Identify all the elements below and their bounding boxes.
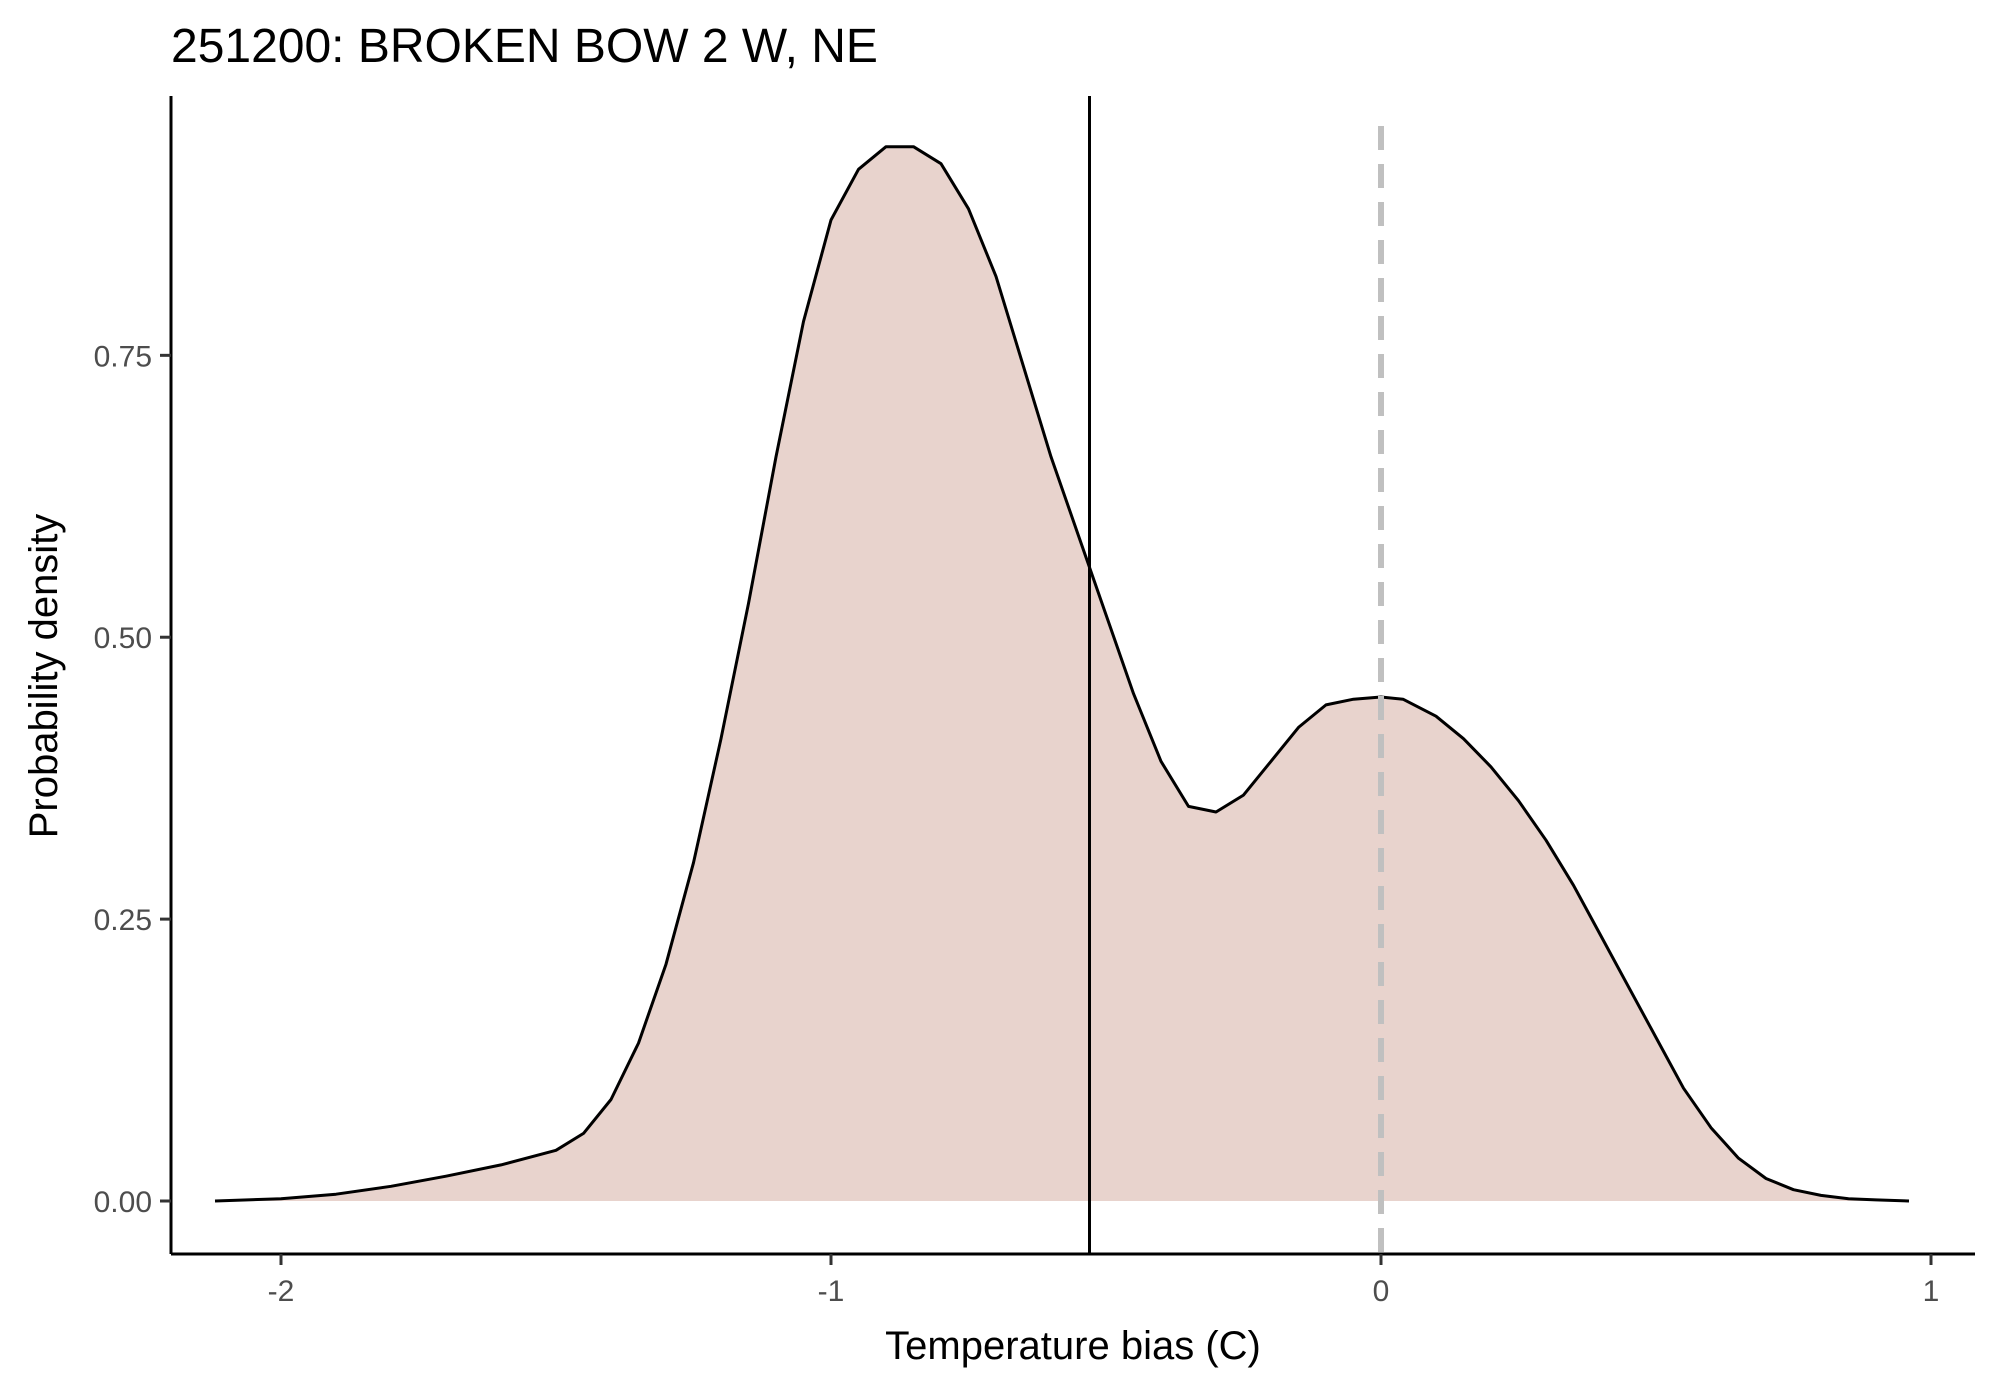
- density-curve: [214, 145, 1910, 1203]
- x-tick-label: -2: [268, 1275, 295, 1308]
- x-tick-label: 1: [1923, 1275, 1940, 1308]
- y-tick-label: 0.00: [94, 1186, 152, 1219]
- y-tick-label: 0.25: [94, 904, 152, 937]
- y-axis-ticks: 0.00 0.25 0.50 0.75: [94, 340, 171, 1219]
- x-tick-label: -1: [818, 1275, 845, 1308]
- x-tick-label: 0: [1373, 1275, 1390, 1308]
- plot-area: [214, 96, 1910, 1254]
- y-tick-label: 0.75: [94, 340, 152, 373]
- chart-title: 251200: BROKEN BOW 2 W, NE: [171, 20, 878, 73]
- x-axis-ticks: -2 -1 0 1: [268, 1254, 1940, 1308]
- y-axis-title: Probability density: [22, 514, 66, 839]
- y-tick-label: 0.50: [94, 622, 152, 655]
- density-area-fill: [215, 146, 1909, 1202]
- x-axis-title: Temperature bias (C): [885, 1324, 1261, 1368]
